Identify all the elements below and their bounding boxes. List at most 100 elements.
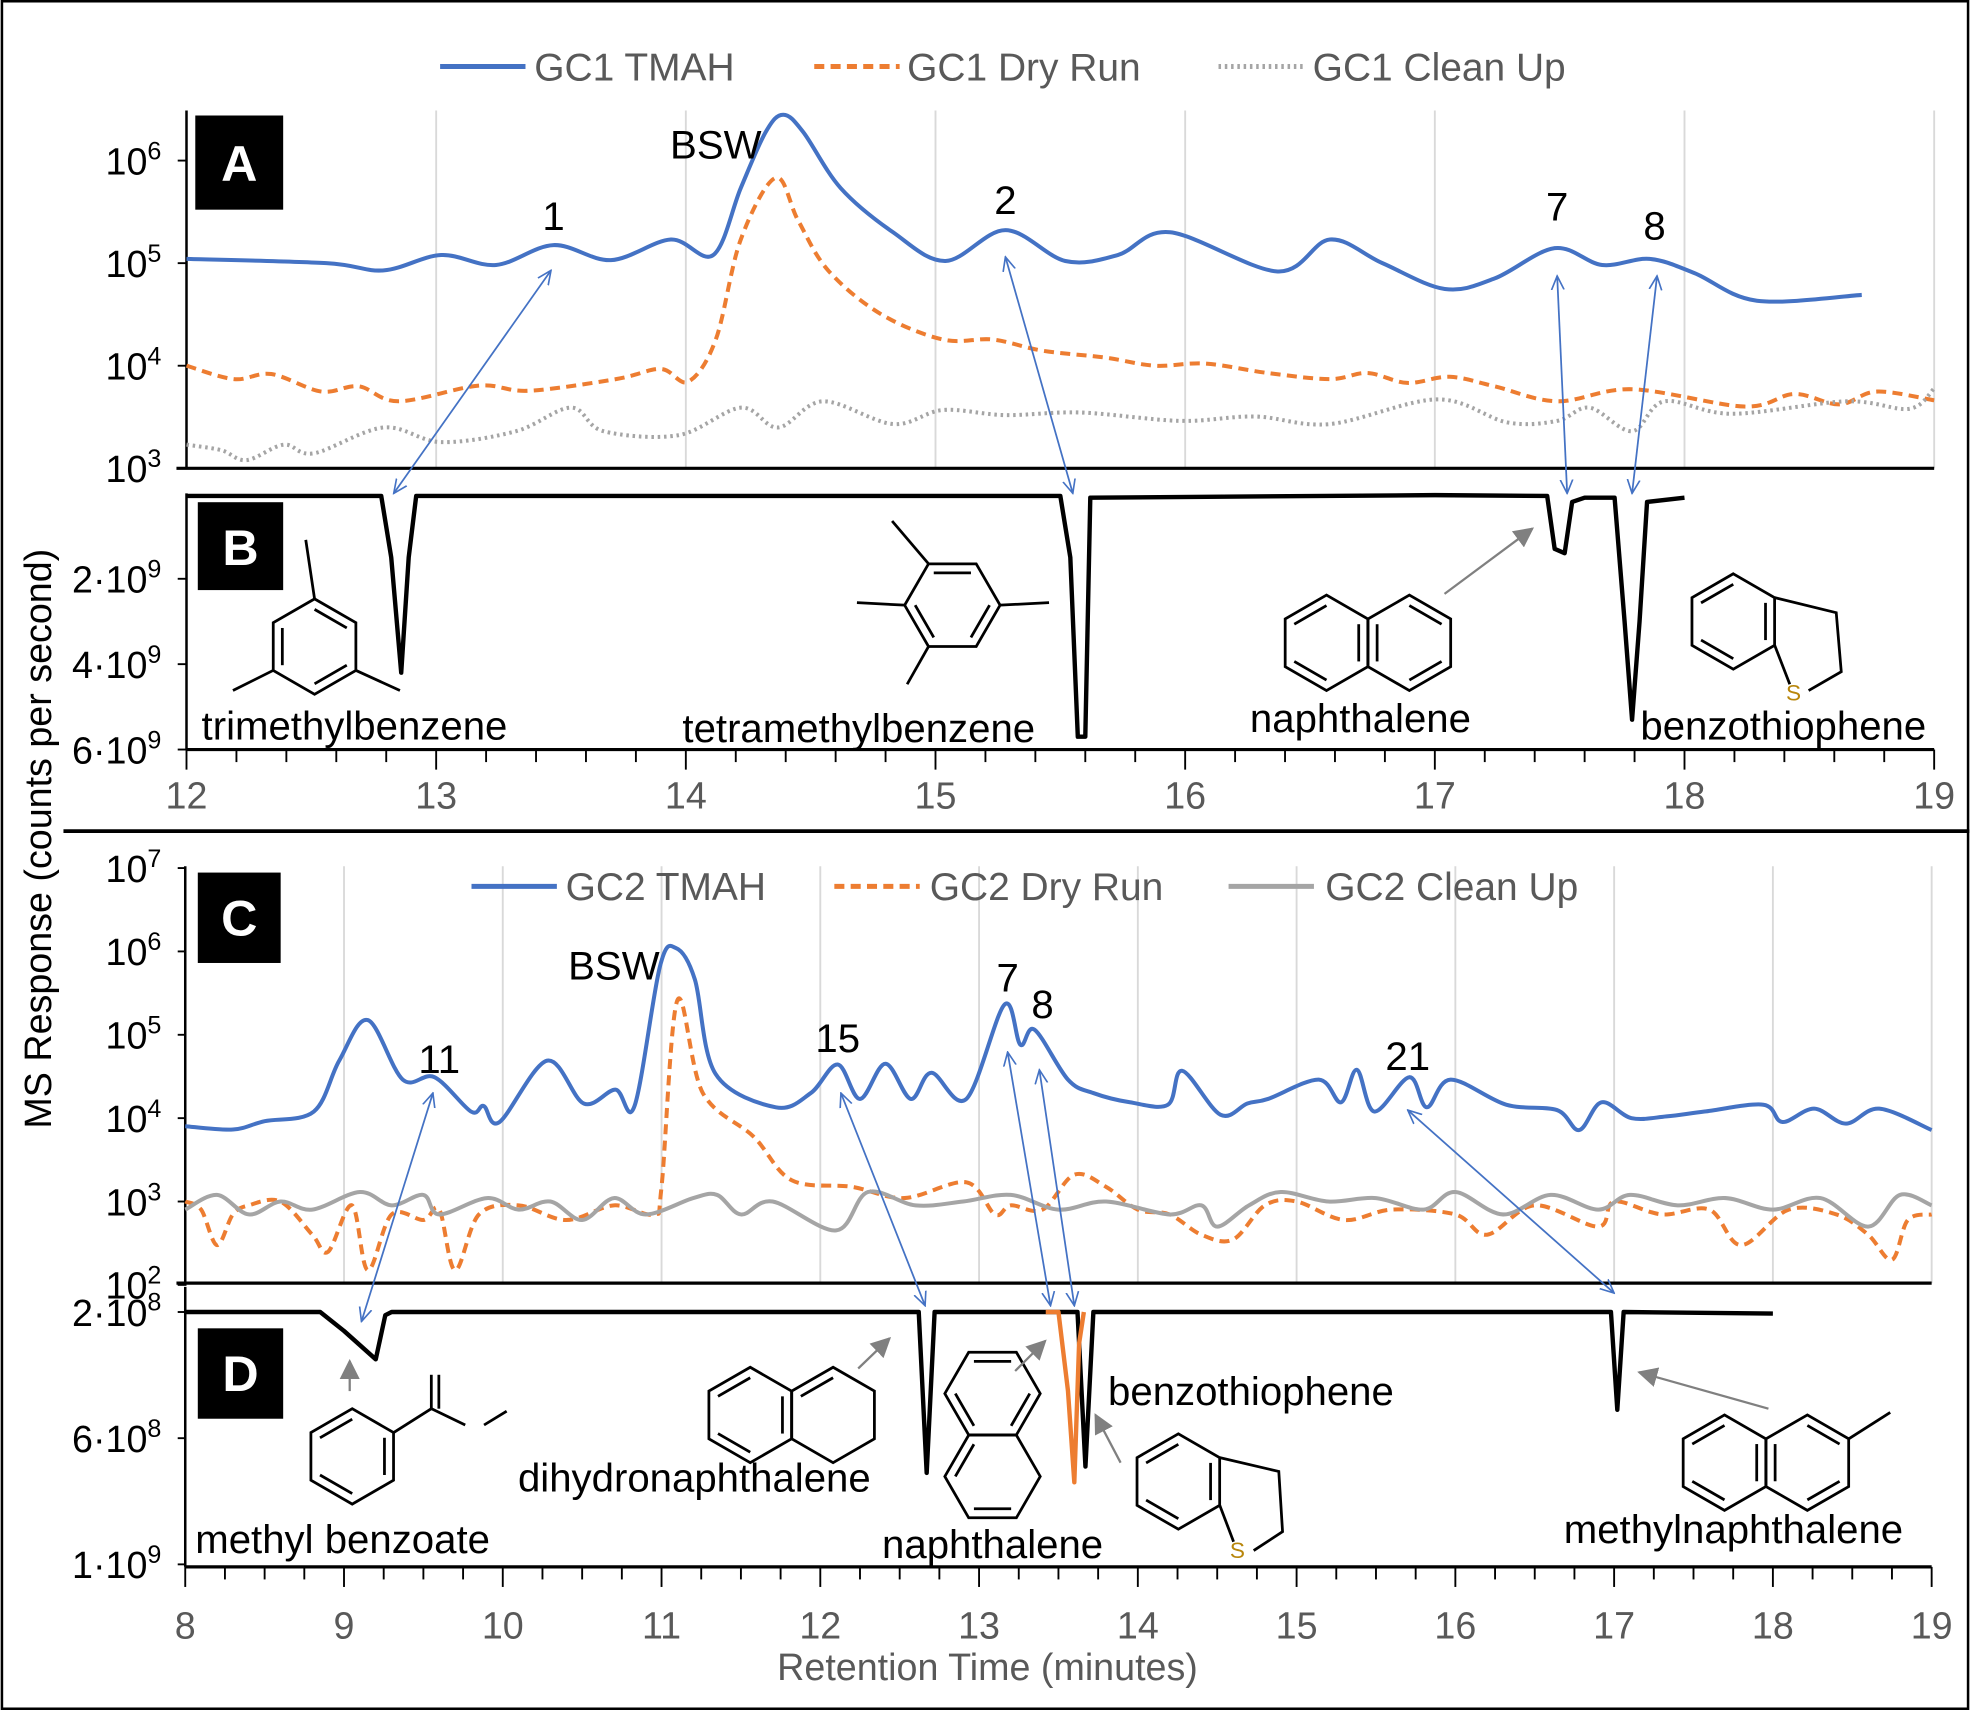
pointer-arrow-benzothiophene-d: [1094, 1413, 1122, 1464]
series-line-b-0: [186, 492, 1685, 739]
peak-link-arrow-7: [1008, 1052, 1051, 1306]
y-tick-exponent: 8: [147, 1289, 161, 1317]
y-tick-exponent: 3: [147, 1178, 161, 1206]
trimethylbenzene-structure-double-bond: [313, 663, 348, 685]
naphthalene-structure-d-ring2: [943, 1433, 1042, 1520]
y-tick-base: 10: [106, 931, 148, 973]
y-tick-label: 102: [106, 1262, 162, 1307]
y-tick-exponent: 9: [147, 1541, 161, 1569]
y-tick-exponent: 2: [147, 1262, 161, 1290]
panel-letter-b: B: [222, 520, 258, 576]
panel-letter-box-c: [197, 872, 281, 963]
pointer-arrow-naphthalene-b: [1443, 527, 1535, 595]
peak-label: 7: [1546, 185, 1568, 230]
methylnaphthalene-ring2: [1764, 1413, 1851, 1512]
y-tick-base: 10: [106, 1015, 148, 1057]
x-tick-label: 14: [1117, 1604, 1159, 1646]
y-tick-exponent: 8: [147, 1415, 161, 1443]
panel-letter-box-a: [195, 115, 284, 210]
legend-label-gc1-dry-run: GC1 Dry Run: [907, 46, 1141, 89]
peak-label: 11: [418, 1037, 460, 1082]
y-tick-label: 4·109: [72, 641, 161, 686]
x-tick-label: 12: [799, 1604, 841, 1646]
naphthalene-structure-d-double-bond: [954, 1392, 976, 1427]
naphthalene-structure-b-ring2-double-bond: [1408, 660, 1443, 682]
peak-link-arrow-7: [1557, 276, 1567, 493]
compound-label-naphthalene-b: naphthalene: [1250, 696, 1471, 741]
y-tick-base: 10: [106, 346, 148, 388]
y-tick-label: 106: [106, 928, 162, 973]
legend-label-gc1-clean-up: GC1 Clean Up: [1313, 46, 1566, 89]
peak-label: 21: [1385, 1034, 1430, 1079]
methyl-benzoate-structure-double-bond: [319, 1473, 353, 1495]
y-tick-base: 6·10: [72, 1418, 147, 1460]
y-tick-exponent: 9: [147, 726, 161, 754]
naphthalene-structure-b: [1283, 593, 1370, 693]
legend-label-gc2-clean-up: GC2 Clean Up: [1325, 866, 1578, 909]
methyl-bond: [905, 645, 930, 685]
compound-label-benzothiophene-b: benzothiophene: [1640, 703, 1926, 748]
y-tick-exponent: 5: [147, 1012, 161, 1040]
peak-label: BSW: [568, 944, 660, 989]
ester-bond: [392, 1407, 433, 1434]
x-tick-label: 14: [665, 775, 707, 817]
y-tick-exponent: 5: [147, 240, 161, 268]
peak-link-arrow-2: [1005, 257, 1072, 493]
peak-link-arrow-21: [1408, 1110, 1614, 1293]
benzothiophene-structure-b-double-bond: [1700, 583, 1734, 605]
peak-label: 8: [1643, 204, 1665, 249]
trimethylbenzene-structure: [271, 597, 358, 696]
peak-label: 7: [996, 956, 1018, 1001]
y-tick-exponent: 9: [147, 641, 161, 669]
y-tick-label: 106: [106, 137, 162, 182]
x-tick-label: 15: [1276, 1604, 1318, 1646]
y-tick-base: 1·10: [72, 1544, 147, 1586]
tetramethylbenzene-structure-double-bond: [969, 604, 991, 639]
y-tick-base: 10: [106, 1265, 148, 1307]
tetramethylbenzene-structure: [903, 562, 1002, 648]
dihydronaphthalene-ring2-double-bond: [800, 1376, 834, 1398]
series-line-d-1: [1045, 1309, 1087, 1485]
x-tick-label: 16: [1434, 1604, 1476, 1646]
x-tick-label: 15: [915, 775, 957, 817]
x-tick-label: 8: [175, 1604, 196, 1646]
methyl-bond: [1848, 1411, 1891, 1440]
x-tick-label: 13: [958, 1604, 1000, 1646]
y-axis-label: MS Response (counts per second): [17, 549, 59, 1129]
x-tick-label: 16: [1164, 775, 1206, 817]
sulfur-label-b: S: [1786, 681, 1801, 706]
y-tick-exponent: 3: [147, 445, 161, 473]
legend-label-gc2-tmah: GC2 TMAH: [566, 866, 766, 909]
naphthalene-structure-b-ring2-double-bond: [1408, 604, 1443, 626]
panel-letter-d: D: [222, 1346, 258, 1402]
panel-letter-box-b: [197, 502, 284, 591]
x-tick-label: 13: [415, 775, 457, 817]
y-tick-exponent: 6: [147, 928, 161, 956]
methylnaphthalene-ring2-double-bond: [1806, 1480, 1841, 1502]
y-tick-base: 10: [106, 243, 148, 285]
y-tick-base: 10: [106, 140, 148, 182]
naphthalene-structure-d-ring2-double-bond: [954, 1443, 976, 1478]
naphthalene-structure-d: [943, 1350, 1042, 1437]
thiophene-bond: [1218, 1504, 1235, 1543]
peak-link-arrow-15: [841, 1093, 925, 1306]
x-tick-label: 18: [1752, 1604, 1794, 1646]
compound-label-tetramethylbenzene: tetramethylbenzene: [682, 706, 1035, 751]
methylnaphthalene-ring2-double-bond: [1806, 1424, 1841, 1446]
compound-label-benzothiophene-d: benzothiophene: [1108, 1369, 1394, 1414]
methyl-bond: [483, 1410, 508, 1427]
x-tick-label: 18: [1664, 775, 1706, 817]
x-tick-label: 17: [1593, 1604, 1635, 1646]
y-tick-exponent: 6: [147, 137, 161, 165]
legend-gc1: GC1 TMAH GC1 Dry Run GC1 Clean Up: [440, 46, 1566, 89]
dihydronaphthalene-structure: [707, 1365, 793, 1465]
y-tick-label: 107: [106, 845, 162, 890]
naphthalene-structure-b-ring2: [1366, 593, 1453, 693]
methyl-bond: [304, 539, 316, 600]
y-tick-exponent: 4: [147, 1095, 161, 1123]
peak-label: 1: [542, 194, 564, 239]
y-tick-base: 2·10: [72, 1292, 147, 1334]
y-tick-base: 4·10: [72, 644, 147, 686]
